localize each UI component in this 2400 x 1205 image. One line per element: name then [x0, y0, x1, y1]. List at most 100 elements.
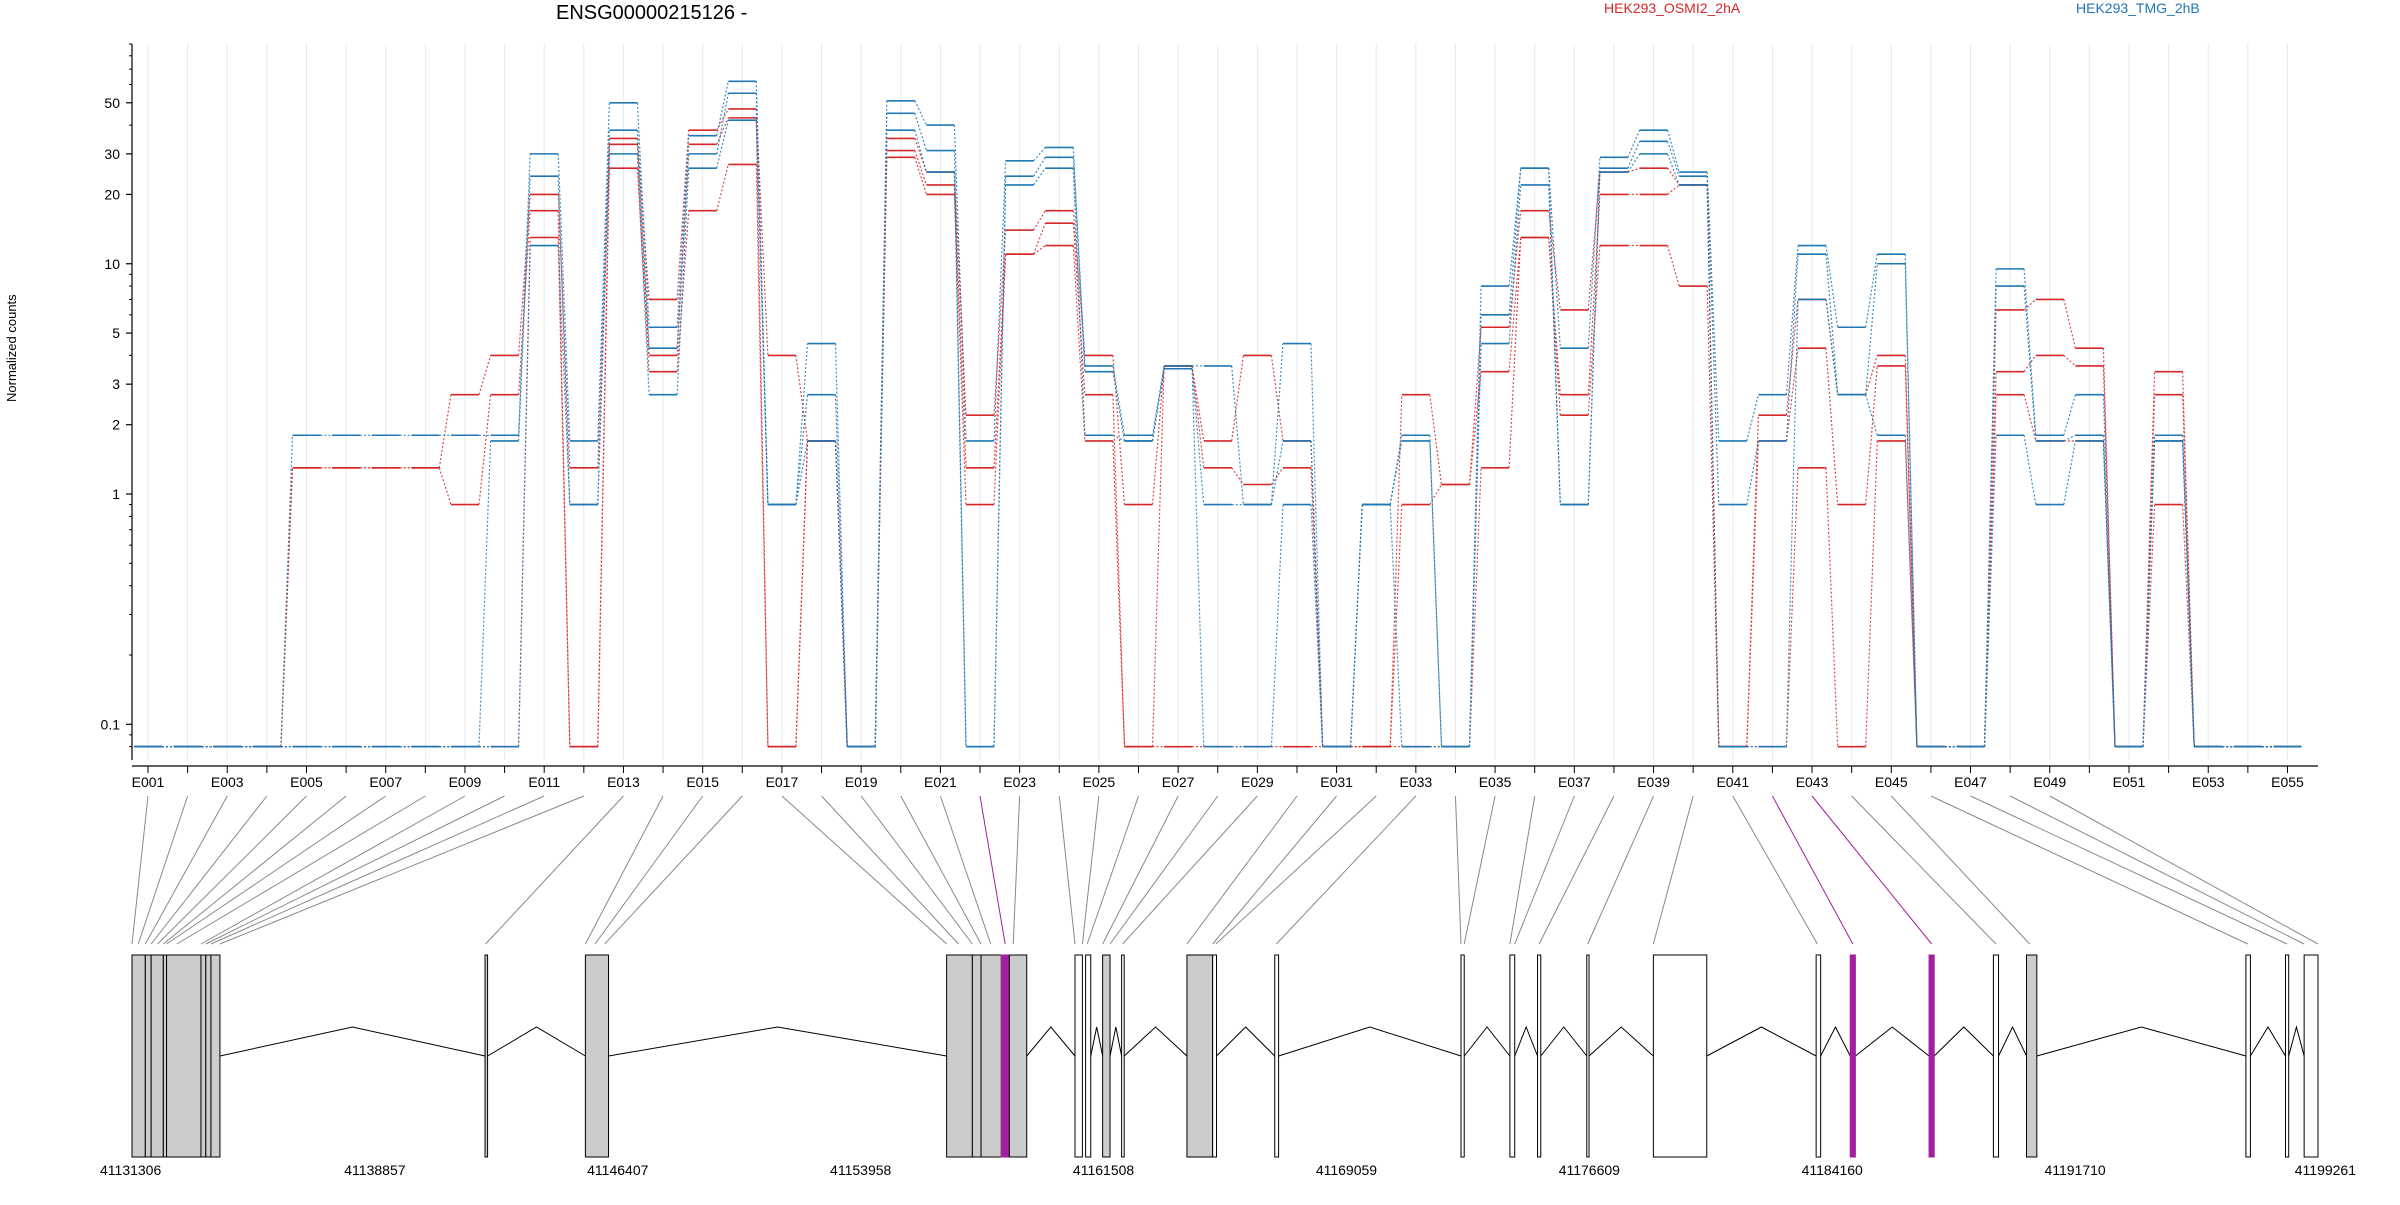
- exon-connector-line: [1970, 795, 2288, 945]
- legend-entry-osmi2: HEK293_OSMI2_2hA: [1604, 0, 1741, 16]
- intron-line: [1216, 1026, 1276, 1057]
- exon-tick-label: E043: [1796, 774, 1829, 790]
- exon-tick-label: E027: [1162, 774, 1195, 790]
- y-tick-label: 30: [104, 146, 120, 162]
- exon-block: [150, 954, 164, 1158]
- exon-tick-label: E007: [369, 774, 402, 790]
- exon-block: [2284, 954, 2290, 1158]
- exon-connector-line: [1732, 795, 1818, 945]
- exon-connector-line: [131, 795, 149, 945]
- intron-line: [608, 1026, 947, 1057]
- intron-line: [1123, 1026, 1188, 1057]
- exon-connector-line: [1538, 795, 1615, 945]
- exon-block: [1537, 954, 1542, 1158]
- exon-tick-label: E005: [290, 774, 323, 790]
- coordinate-label: 41146407: [587, 1162, 648, 1178]
- exon-tick-label: E013: [607, 774, 640, 790]
- y-tick-label: 50: [104, 95, 120, 111]
- exon-tick-label: E041: [1716, 774, 1749, 790]
- exon-tick-label: E053: [2192, 774, 2225, 790]
- y-axis-label: Normalized counts: [4, 294, 19, 402]
- exon-tick-label: E037: [1558, 774, 1591, 790]
- exon-connector-line: [205, 795, 505, 945]
- exon-tick-label: E023: [1003, 774, 1036, 790]
- exon-connector-line: [1811, 795, 1933, 945]
- exon-connector-line: [1509, 795, 1536, 945]
- exon-connector-line: [1081, 795, 1100, 945]
- exon-tick-label: E035: [1479, 774, 1512, 790]
- exon-connector-line: [1275, 795, 1417, 945]
- exon-block: [1460, 954, 1465, 1158]
- exon-tick-label: E015: [686, 774, 719, 790]
- exon-connector-line: [1514, 795, 1575, 945]
- exon-tick-label: E047: [1954, 774, 1987, 790]
- intron-line: [1588, 1026, 1654, 1057]
- intron-line: [1026, 1026, 1076, 1057]
- exon-connector-line: [1012, 795, 1021, 945]
- exon-connector-line: [144, 795, 228, 945]
- y-tick-label: 5: [112, 325, 120, 341]
- exon-connector-line: [1122, 795, 1258, 945]
- exon-block: [980, 954, 1002, 1158]
- exon-tick-label: E019: [845, 774, 878, 790]
- exon-connector-line: [604, 795, 743, 945]
- exon-connector-line: [1890, 795, 2031, 945]
- coordinate-label: 41169059: [1316, 1162, 1377, 1178]
- exon-tick-label: E003: [211, 774, 244, 790]
- legend-entry-tmg: HEK293_TMG_2hB: [2076, 0, 2200, 16]
- coordinate-label: 41138857: [344, 1162, 405, 1178]
- exon-connector-line: [900, 795, 982, 945]
- gene-title: ENSG00000215126 -: [556, 2, 748, 24]
- exon-connector-line: [2009, 795, 2305, 945]
- coordinate-label: 41161508: [1073, 1162, 1134, 1178]
- exon-block: [484, 954, 489, 1158]
- exon-block: [946, 954, 973, 1158]
- intron-line: [2288, 1025, 2305, 1057]
- y-tick-label: 1: [112, 486, 120, 502]
- exon-connector-line: [166, 795, 386, 945]
- exon-connector-line: [1454, 795, 1462, 945]
- exon-block: [1652, 954, 1708, 1158]
- intron-line: [1820, 1025, 1851, 1057]
- y-tick-label: 10: [104, 256, 120, 272]
- coordinate-label: 41184160: [1802, 1162, 1863, 1178]
- exon-connector-line: [781, 795, 947, 945]
- exon-connector-line: [163, 795, 347, 945]
- intron-line: [1090, 1026, 1104, 1057]
- exon-connector-line: [1463, 795, 1496, 945]
- intron-line: [2249, 1026, 2286, 1057]
- exon-connector-line: [860, 795, 973, 945]
- intron-line: [2036, 1026, 2247, 1057]
- exon-connector-line: [1851, 795, 1997, 945]
- series-connector: [162, 120, 2274, 748]
- exon-block: [1102, 954, 1111, 1158]
- exon-block: [1186, 954, 1214, 1158]
- exon-connector-line: [176, 795, 426, 945]
- exon-block: [1274, 954, 1280, 1158]
- exon-connector-line: [1086, 795, 1139, 945]
- exon-tick-label: E017: [766, 774, 799, 790]
- y-tick-label: 3: [112, 376, 120, 392]
- exon-block: [1586, 954, 1590, 1158]
- intron-line: [1706, 1026, 1817, 1057]
- exon-block: [144, 954, 152, 1158]
- exon-block: [166, 954, 202, 1158]
- exon-block: [2303, 954, 2319, 1158]
- exon-block: [1121, 954, 1125, 1158]
- coordinate-label: 41176609: [1559, 1162, 1620, 1178]
- intron-line: [1540, 1026, 1588, 1057]
- exon-connector-line: [2049, 795, 2319, 945]
- exon-block: [2026, 954, 2038, 1158]
- exon-connector-line: [1652, 795, 1694, 945]
- highlighted-exon: [1849, 954, 1856, 1158]
- exon-block: [1008, 954, 1028, 1158]
- exon-tick-label: E025: [1083, 774, 1116, 790]
- exon-block: [1815, 954, 1822, 1158]
- exon-tick-label: E055: [2271, 774, 2304, 790]
- exon-connector-line: [1186, 795, 1298, 945]
- y-tick-label: 20: [104, 186, 120, 202]
- exon-connector-line: [210, 795, 545, 945]
- highlighted-exon: [1928, 954, 1935, 1158]
- exon-tick-label: E009: [449, 774, 482, 790]
